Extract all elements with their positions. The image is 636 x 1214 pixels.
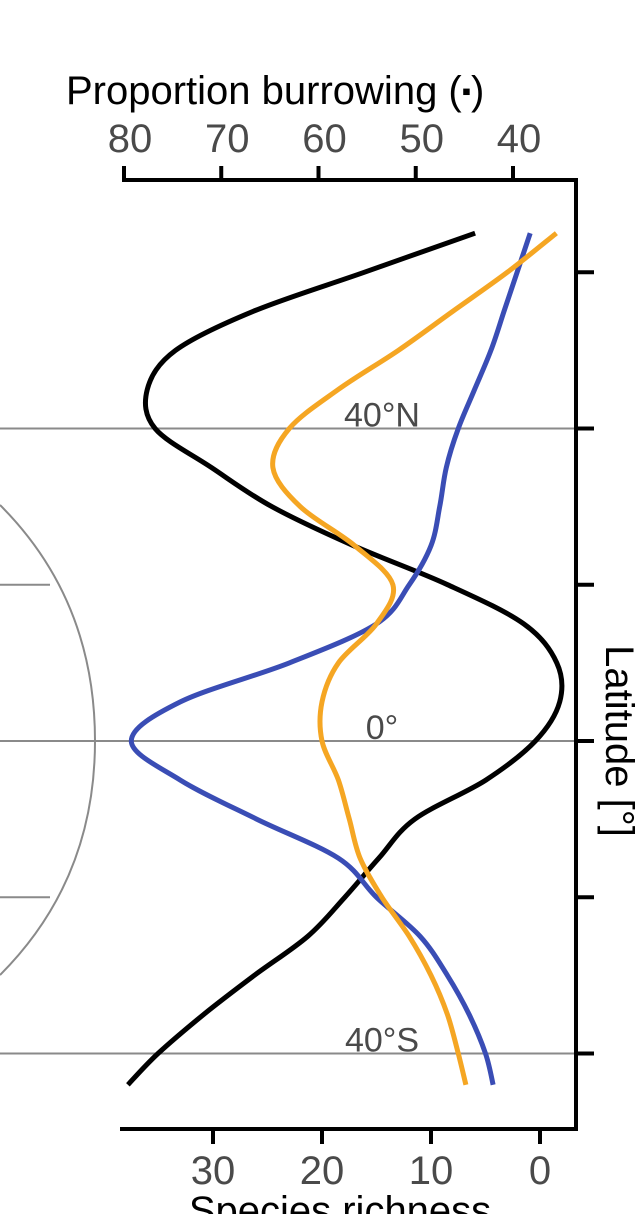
top-axis-title-close: ) xyxy=(471,69,484,113)
bottom-tick-label: 30 xyxy=(191,1149,236,1193)
top-tick-label: 70 xyxy=(205,117,250,161)
top-tick-label: 40 xyxy=(497,117,542,161)
species-richness-orange-line xyxy=(270,231,558,1086)
right-axis: Latitude [°] xyxy=(574,178,636,1131)
species-richness-blue-line xyxy=(128,232,533,1086)
bottom-tick-label: 0 xyxy=(529,1149,551,1193)
top-axis-title-text: Proportion burrowing ( xyxy=(66,69,462,113)
top-tick-label: 80 xyxy=(108,117,153,161)
right-axis-title: Latitude [°] xyxy=(597,645,636,837)
top-axis: 80 70 60 50 40 Proportion burrowing (▪) xyxy=(66,69,578,182)
bottom-axis-title: Species richness xyxy=(189,1189,491,1214)
bottom-axis: 30 20 10 0 Species richness xyxy=(120,1127,578,1214)
bottom-tick-label: 10 xyxy=(409,1149,454,1193)
latitude-label: 40°S xyxy=(345,1022,419,1060)
proportion-burrowing-line xyxy=(126,230,565,1087)
top-tick-label: 60 xyxy=(302,117,347,161)
top-axis-title: Proportion burrowing (▪) xyxy=(66,69,484,113)
latitude-label: 40°N xyxy=(344,397,420,435)
top-tick-label: 50 xyxy=(400,117,445,161)
bottom-tick-label: 20 xyxy=(300,1149,345,1193)
square-marker-icon: ▪ xyxy=(462,76,471,106)
latitude-label: 0° xyxy=(366,709,399,747)
